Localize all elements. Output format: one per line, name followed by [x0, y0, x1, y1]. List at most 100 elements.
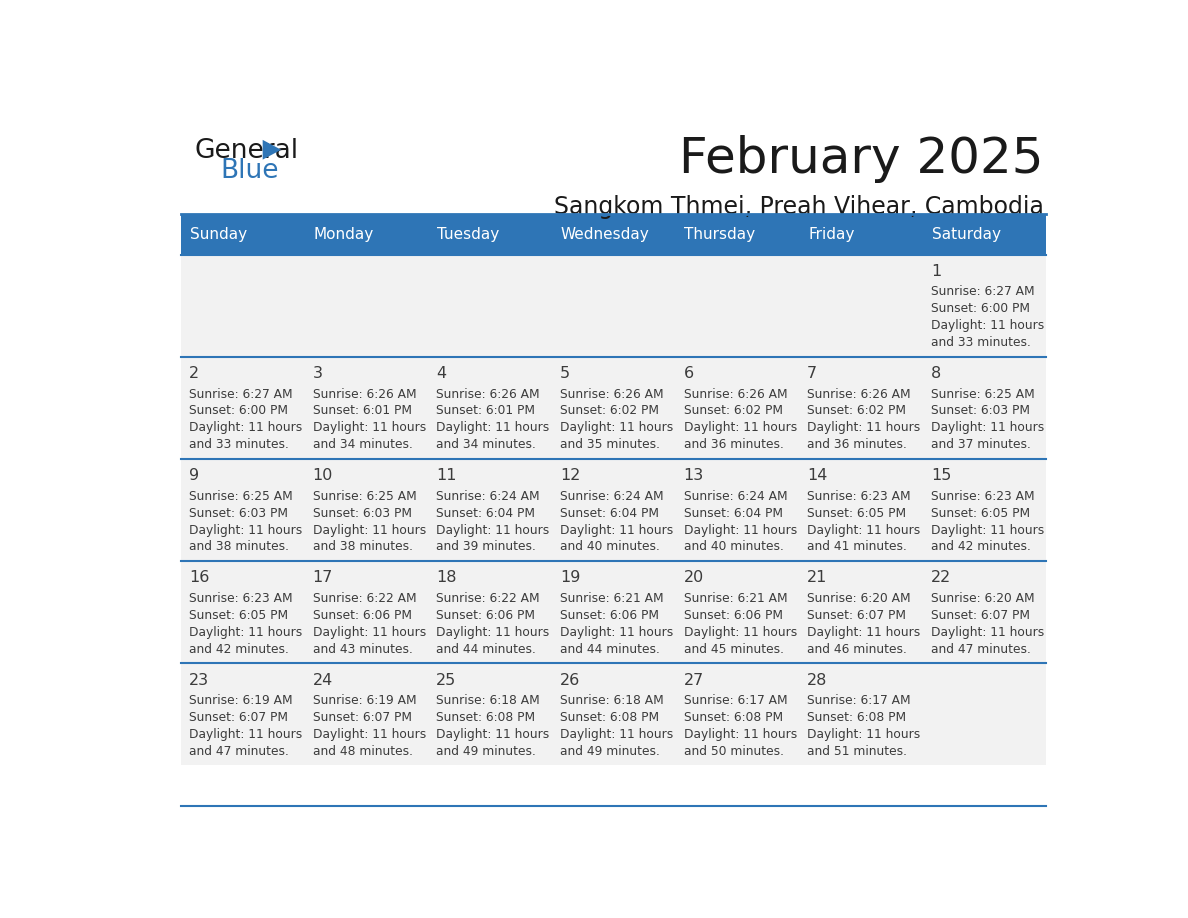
- Bar: [304, 255, 428, 357]
- Text: and 33 minutes.: and 33 minutes.: [931, 336, 1031, 350]
- Text: Friday: Friday: [808, 227, 854, 242]
- Text: and 38 minutes.: and 38 minutes.: [312, 541, 412, 554]
- Text: Sunset: 6:06 PM: Sunset: 6:06 PM: [436, 609, 536, 621]
- Text: Sunrise: 6:26 AM: Sunrise: 6:26 AM: [683, 387, 788, 400]
- Text: Sunset: 6:02 PM: Sunset: 6:02 PM: [683, 405, 783, 418]
- Bar: [923, 255, 1047, 357]
- Text: and 42 minutes.: and 42 minutes.: [931, 541, 1031, 554]
- Text: Daylight: 11 hours: Daylight: 11 hours: [312, 421, 425, 434]
- Text: Daylight: 11 hours: Daylight: 11 hours: [560, 625, 674, 639]
- Text: Daylight: 11 hours: Daylight: 11 hours: [931, 421, 1044, 434]
- Text: Daylight: 11 hours: Daylight: 11 hours: [560, 523, 674, 536]
- Text: Sunrise: 6:27 AM: Sunrise: 6:27 AM: [189, 387, 292, 400]
- Text: Sunset: 6:08 PM: Sunset: 6:08 PM: [807, 711, 906, 723]
- Text: Sunset: 6:04 PM: Sunset: 6:04 PM: [560, 507, 659, 520]
- Text: Daylight: 11 hours: Daylight: 11 hours: [931, 523, 1044, 536]
- Text: Sunrise: 6:22 AM: Sunrise: 6:22 AM: [436, 592, 539, 605]
- Text: Sunrise: 6:26 AM: Sunrise: 6:26 AM: [807, 387, 911, 400]
- Text: and 41 minutes.: and 41 minutes.: [807, 541, 908, 554]
- Text: 4: 4: [436, 366, 447, 381]
- Bar: [923, 459, 1047, 561]
- Text: Daylight: 11 hours: Daylight: 11 hours: [683, 421, 797, 434]
- Text: Daylight: 11 hours: Daylight: 11 hours: [189, 421, 302, 434]
- Text: Sunset: 6:07 PM: Sunset: 6:07 PM: [807, 609, 906, 621]
- Text: Daylight: 11 hours: Daylight: 11 hours: [683, 625, 797, 639]
- Bar: [181, 214, 1047, 255]
- Text: and 38 minutes.: and 38 minutes.: [189, 541, 289, 554]
- Text: Sunset: 6:07 PM: Sunset: 6:07 PM: [931, 609, 1030, 621]
- Text: 22: 22: [931, 570, 952, 586]
- Bar: [181, 664, 304, 766]
- Text: 7: 7: [807, 366, 817, 381]
- Text: Sunrise: 6:18 AM: Sunrise: 6:18 AM: [560, 694, 664, 707]
- Text: and 47 minutes.: and 47 minutes.: [931, 643, 1031, 655]
- Bar: [304, 357, 428, 459]
- Bar: [428, 459, 551, 561]
- Text: Sunset: 6:08 PM: Sunset: 6:08 PM: [683, 711, 783, 723]
- Bar: [675, 561, 798, 664]
- Text: Sunset: 6:03 PM: Sunset: 6:03 PM: [312, 507, 412, 520]
- Text: Sunset: 6:01 PM: Sunset: 6:01 PM: [312, 405, 412, 418]
- Text: Sunrise: 6:21 AM: Sunrise: 6:21 AM: [683, 592, 788, 605]
- Text: Sunrise: 6:26 AM: Sunrise: 6:26 AM: [436, 387, 539, 400]
- Text: Daylight: 11 hours: Daylight: 11 hours: [807, 421, 921, 434]
- Text: and 49 minutes.: and 49 minutes.: [436, 744, 536, 757]
- Text: Daylight: 11 hours: Daylight: 11 hours: [683, 728, 797, 741]
- Text: 9: 9: [189, 468, 200, 484]
- Text: Sunrise: 6:23 AM: Sunrise: 6:23 AM: [189, 592, 292, 605]
- Text: 19: 19: [560, 570, 580, 586]
- Text: 25: 25: [436, 673, 456, 688]
- Text: and 34 minutes.: and 34 minutes.: [312, 439, 412, 452]
- Text: 20: 20: [683, 570, 703, 586]
- Bar: [675, 664, 798, 766]
- Text: and 46 minutes.: and 46 minutes.: [807, 643, 908, 655]
- Text: and 37 minutes.: and 37 minutes.: [931, 439, 1031, 452]
- Bar: [798, 357, 923, 459]
- Text: Sunrise: 6:21 AM: Sunrise: 6:21 AM: [560, 592, 664, 605]
- Text: 15: 15: [931, 468, 952, 484]
- Text: Sunset: 6:04 PM: Sunset: 6:04 PM: [683, 507, 783, 520]
- Text: 1: 1: [931, 264, 941, 279]
- Text: 23: 23: [189, 673, 209, 688]
- Bar: [181, 357, 304, 459]
- Text: and 33 minutes.: and 33 minutes.: [189, 439, 289, 452]
- Text: Daylight: 11 hours: Daylight: 11 hours: [189, 625, 302, 639]
- Text: 3: 3: [312, 366, 323, 381]
- Text: and 48 minutes.: and 48 minutes.: [312, 744, 412, 757]
- Text: and 35 minutes.: and 35 minutes.: [560, 439, 659, 452]
- Text: Sunrise: 6:20 AM: Sunrise: 6:20 AM: [807, 592, 911, 605]
- Text: Sunset: 6:07 PM: Sunset: 6:07 PM: [312, 711, 412, 723]
- Bar: [923, 664, 1047, 766]
- Text: Daylight: 11 hours: Daylight: 11 hours: [807, 625, 921, 639]
- Text: and 44 minutes.: and 44 minutes.: [436, 643, 536, 655]
- Text: Daylight: 11 hours: Daylight: 11 hours: [189, 523, 302, 536]
- Text: Daylight: 11 hours: Daylight: 11 hours: [560, 421, 674, 434]
- Text: 18: 18: [436, 570, 456, 586]
- Text: 26: 26: [560, 673, 580, 688]
- Text: Sunset: 6:05 PM: Sunset: 6:05 PM: [807, 507, 906, 520]
- Bar: [798, 561, 923, 664]
- Bar: [675, 459, 798, 561]
- Text: Sunrise: 6:26 AM: Sunrise: 6:26 AM: [560, 387, 664, 400]
- Text: Sunrise: 6:17 AM: Sunrise: 6:17 AM: [683, 694, 788, 707]
- Text: Daylight: 11 hours: Daylight: 11 hours: [683, 523, 797, 536]
- Bar: [551, 561, 675, 664]
- Bar: [304, 664, 428, 766]
- Text: and 40 minutes.: and 40 minutes.: [683, 541, 783, 554]
- Text: 24: 24: [312, 673, 333, 688]
- Text: Daylight: 11 hours: Daylight: 11 hours: [436, 625, 550, 639]
- Text: Sunset: 6:06 PM: Sunset: 6:06 PM: [683, 609, 783, 621]
- Text: Sunrise: 6:27 AM: Sunrise: 6:27 AM: [931, 285, 1035, 298]
- Text: and 42 minutes.: and 42 minutes.: [189, 643, 289, 655]
- Text: February 2025: February 2025: [678, 135, 1043, 183]
- Text: Sangkom Thmei, Preah Vihear, Cambodia: Sangkom Thmei, Preah Vihear, Cambodia: [554, 195, 1043, 219]
- Bar: [798, 664, 923, 766]
- Bar: [923, 561, 1047, 664]
- Text: 14: 14: [807, 468, 828, 484]
- Text: and 43 minutes.: and 43 minutes.: [312, 643, 412, 655]
- Text: Sunset: 6:01 PM: Sunset: 6:01 PM: [436, 405, 536, 418]
- Bar: [551, 664, 675, 766]
- Text: Daylight: 11 hours: Daylight: 11 hours: [312, 625, 425, 639]
- Text: Tuesday: Tuesday: [437, 227, 499, 242]
- Text: Daylight: 11 hours: Daylight: 11 hours: [312, 728, 425, 741]
